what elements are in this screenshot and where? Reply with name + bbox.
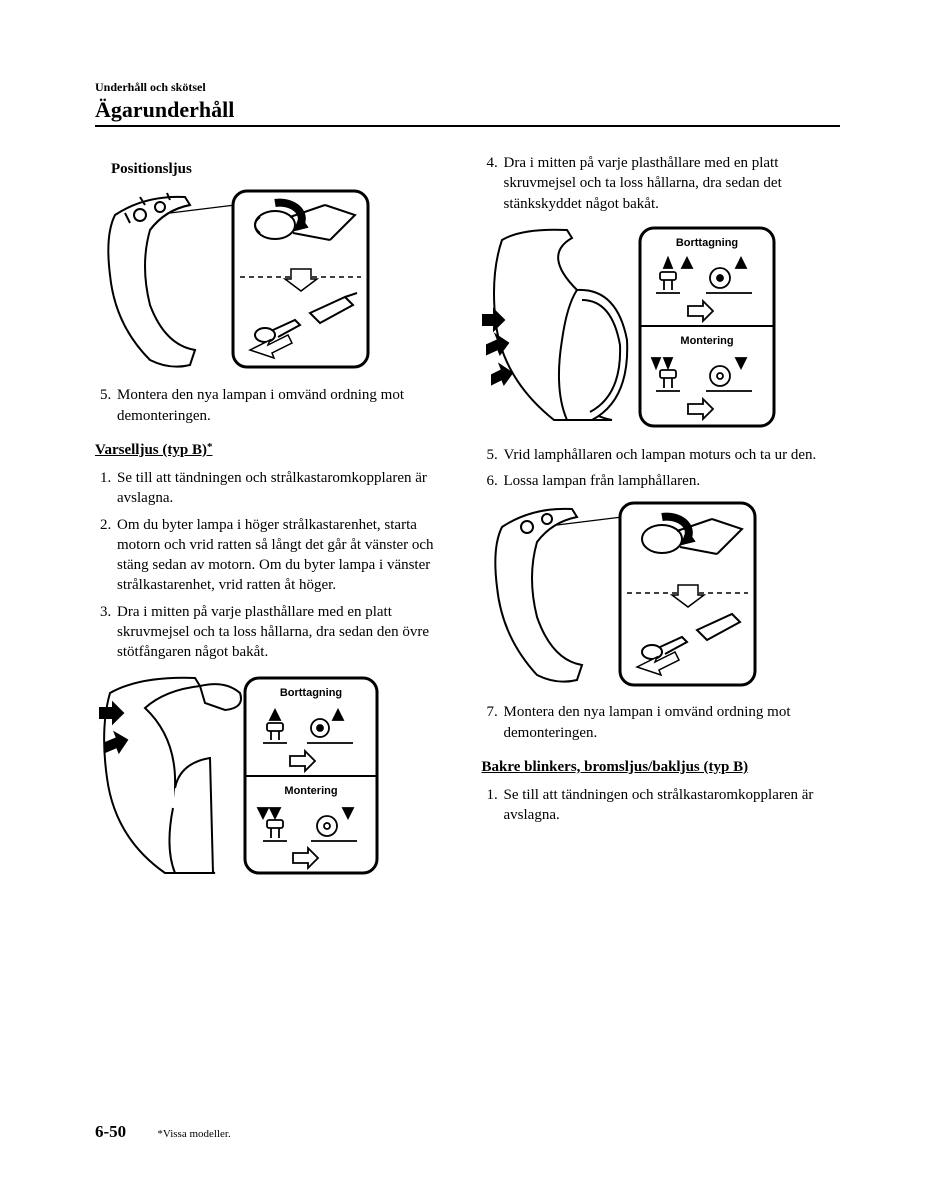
list-varselljus: Se till att tändningen och strålkastarom… <box>95 468 454 662</box>
header-rule <box>95 125 840 127</box>
list-item: Se till att tändningen och strålkastarom… <box>115 468 454 509</box>
list-item: Montera den nya lampan i omvänd ordning … <box>502 702 841 743</box>
subheading-varselljus: Varselljus (typ B)* <box>95 440 454 460</box>
right-column: Dra i mitten på varje plasthållare med e… <box>482 153 841 898</box>
list-item: Dra i mitten på varje plasthållare med e… <box>502 153 841 214</box>
list-item: Om du byter lampa i höger strålkastarenh… <box>115 515 454 596</box>
list-item: Montera den nya lampan i omvänd ordning … <box>115 385 454 426</box>
figure-bumper-clips-left: Borttagning Montering <box>95 668 454 888</box>
page-number: 6-50 <box>95 1122 126 1141</box>
breadcrumb: Underhåll och skötsel <box>95 80 840 95</box>
subheading-bakre: Bakre blinkers, bromsljus/bakljus (typ B… <box>482 757 841 777</box>
label-removal: Borttagning <box>280 687 342 699</box>
footer: 6-50 *Vissa modeller. <box>95 1122 231 1142</box>
list-step5-6: Vrid lamphållaren och lampan moturs och … <box>482 445 841 492</box>
figure-bulb-remove <box>482 497 841 692</box>
figure-splash-guard: Borttagning Montering <box>482 220 841 435</box>
left-column: Positionsljus <box>95 153 454 898</box>
list-bakre: Se till att tändningen och strålkastarom… <box>482 785 841 826</box>
figure-positionsljus <box>95 185 454 375</box>
list-item: Lossa lampan från lamphållaren. <box>502 471 841 491</box>
footnote: *Vissa modeller. <box>157 1128 230 1140</box>
list-item: Dra i mitten på varje plasthållare med e… <box>115 602 454 663</box>
label-installation: Montering <box>284 785 337 797</box>
list-step4: Dra i mitten på varje plasthållare med e… <box>482 153 841 214</box>
list-item: Vrid lamphållaren och lampan moturs och … <box>502 445 841 465</box>
label-removal: Borttagning <box>675 237 737 249</box>
page-title: Ägarunderhåll <box>95 97 840 123</box>
list-step7: Montera den nya lampan i omvänd ordning … <box>482 702 841 743</box>
fig-caption-positionsljus: Positionsljus <box>111 159 454 179</box>
list-item: Se till att tändningen och strålkastarom… <box>502 785 841 826</box>
label-installation: Montering <box>680 335 733 347</box>
list-step5: Montera den nya lampan i omvänd ordning … <box>95 385 454 426</box>
asterisk-icon: * <box>207 441 213 453</box>
